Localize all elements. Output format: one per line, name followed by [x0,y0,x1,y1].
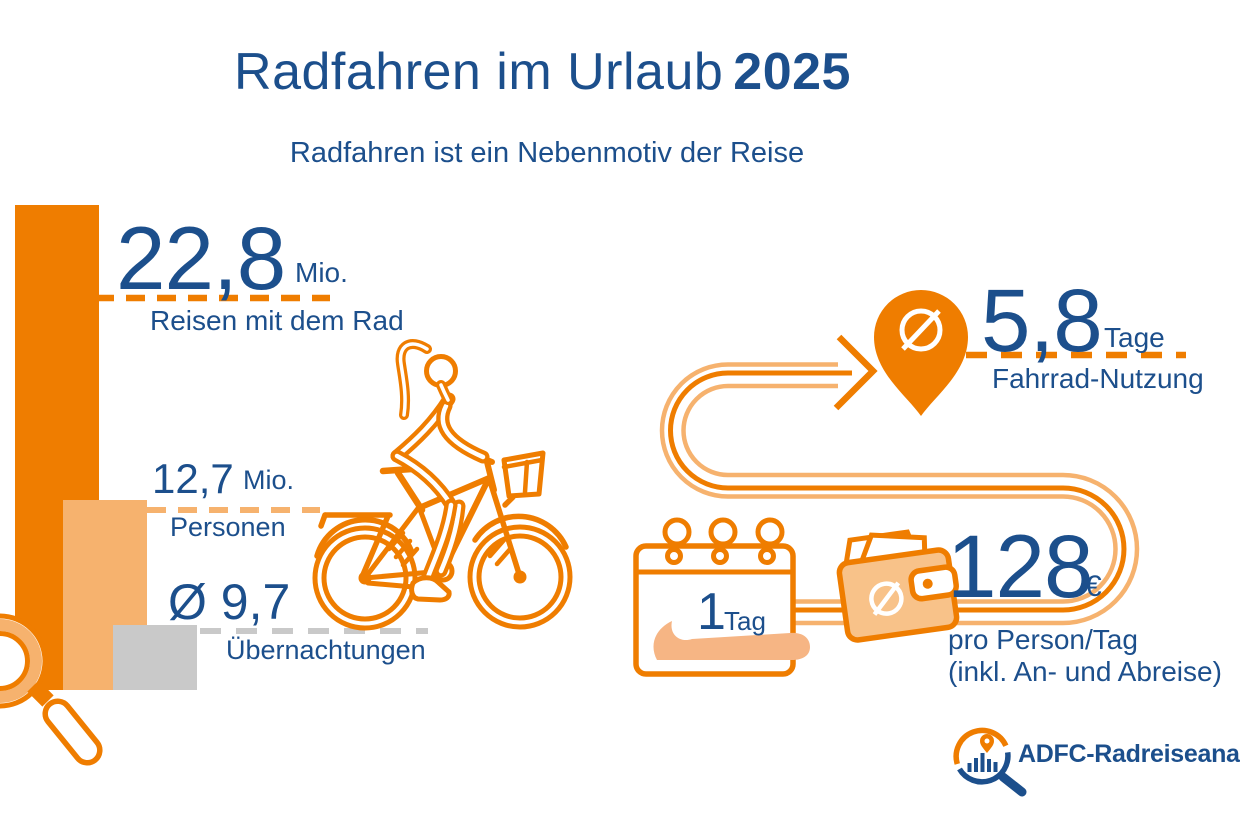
stat-reisen-unit: Mio. [295,257,348,288]
stat-reisen-value: 22,8 [116,208,286,308]
adfc-logo-text: ADFC-Radreiseanalyse [1018,740,1240,768]
title-main: Radfahren im Urlaub [234,43,724,101]
stat-kosten-label-line2: (inkl. An- und Abreise) [948,656,1222,687]
stat-dauer-minimum-value: 1 [697,583,726,641]
stat-personen-value: 12,7 [152,455,234,502]
wallet-icon [836,529,960,643]
stat-fahrrad-nutzung-label: Fahrrad-Nutzung [992,363,1204,394]
stat-personen-label: Personen [170,512,286,542]
stat-personen-unit: Mio. [243,465,295,495]
adfc-logo-icon [953,727,1027,797]
title-year: 2025 [733,43,851,101]
location-pin-icon [874,290,968,416]
stat-kosten-label-line1: pro Person/Tag [948,624,1138,655]
stat-kosten-unit: € [1085,570,1102,603]
adfc-logo-bars [967,753,998,772]
calendar-icon [633,517,810,677]
bar-uebernachtungen [113,625,197,690]
stat-uebernachtungen-value: Ø 9,7 [168,574,291,630]
route-path [659,362,1140,626]
stat-fahrrad-nutzung-value: 5,8 [981,270,1103,370]
route-arrow-icon [833,334,878,411]
wallet-average-icon [869,581,904,616]
stat-fahrrad-nutzung-unit: Tage [1104,322,1165,353]
page-title: Radfahren im Urlaub 2025 [0,46,1085,98]
pin-average-icon [899,308,943,352]
stat-reisen-label: Reisen mit dem Rad [150,305,404,336]
magnifier-icon [0,613,103,766]
page-subtitle: Radfahren ist ein Nebenmotiv der Reise [289,137,805,169]
stat-dauer-minimum-unit: Tag [724,606,766,636]
stat-kosten-value: 128 [947,516,1093,616]
bicycle-illustration [312,339,573,631]
stat-uebernachtungen-label: Übernachtungen [226,635,426,665]
